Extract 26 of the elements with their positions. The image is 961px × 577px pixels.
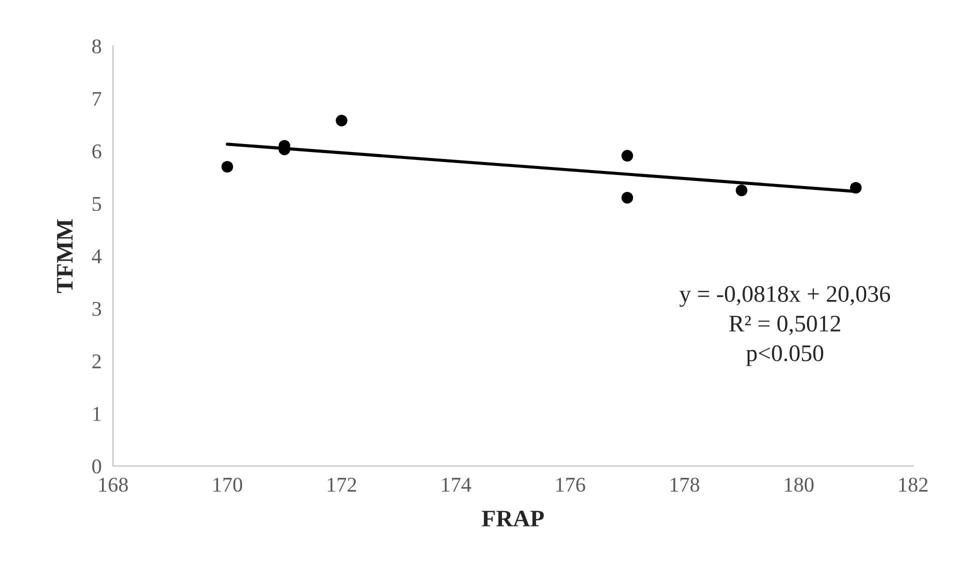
x-tick-label: 178 bbox=[670, 478, 700, 492]
x-tick-label: 182 bbox=[899, 478, 928, 492]
x-tick-label: 170 bbox=[213, 478, 242, 492]
point bbox=[736, 184, 748, 196]
y-tick-label: 3 bbox=[92, 302, 102, 316]
x-axis-title: FRAP bbox=[482, 510, 544, 526]
y-tick-label: 2 bbox=[92, 354, 101, 368]
point bbox=[221, 160, 234, 173]
x-tick-label: 168 bbox=[99, 478, 128, 492]
x-tick-label: 174 bbox=[442, 478, 472, 492]
y-tick-label: 7 bbox=[92, 92, 102, 106]
point bbox=[850, 182, 862, 194]
y-tick-label: 8 bbox=[92, 39, 102, 54]
point bbox=[621, 192, 634, 204]
point bbox=[336, 114, 348, 126]
annotation: y = -0,0818x + 20,036 R² = 0,5012 p<0.050 bbox=[680, 286, 890, 366]
y-tick-label: 4 bbox=[92, 250, 102, 264]
x-tick-label: 176 bbox=[556, 478, 586, 492]
x-tick-label: 180 bbox=[784, 478, 814, 492]
y-tick-label: 1 bbox=[93, 406, 101, 421]
y-tick-label: 6 bbox=[92, 144, 102, 158]
y-axis-title: TFMM bbox=[57, 219, 73, 294]
point bbox=[621, 150, 634, 162]
y-tick-label: 0 bbox=[92, 459, 102, 474]
x-tick-label: 172 bbox=[328, 478, 356, 492]
y-tick-label: 5 bbox=[92, 197, 102, 211]
